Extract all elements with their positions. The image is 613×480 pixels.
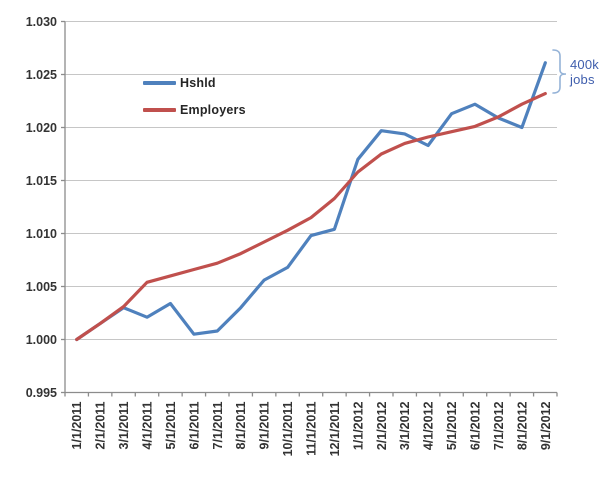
y-axis-label: 1.000 xyxy=(26,333,57,347)
y-axis-label: 1.025 xyxy=(26,68,57,82)
x-axis-label: 2/1/2011 xyxy=(94,401,108,449)
x-axis-label: 11/1/2011 xyxy=(305,401,319,455)
y-axis-label: 1.010 xyxy=(26,227,57,241)
x-axis-label: 4/1/2012 xyxy=(422,401,436,450)
annotation-line-2: jobs xyxy=(570,72,595,87)
series-line-hshld xyxy=(75,61,547,342)
annotation-400k-jobs: 400k jobs xyxy=(570,57,599,87)
y-axis-label: 1.020 xyxy=(26,121,57,135)
x-axis-label: 4/1/2011 xyxy=(141,401,155,449)
y-axis-label: 1.005 xyxy=(26,280,57,294)
x-axis-label: 6/1/2011 xyxy=(187,401,201,449)
employers-line-swatch xyxy=(143,108,176,112)
legend-item-employers: Employers xyxy=(143,102,246,118)
brace-icon xyxy=(552,49,567,94)
series-line-employers xyxy=(75,91,547,342)
x-axis-label: 1/1/2011 xyxy=(70,401,84,449)
x-axis-label: 6/1/2012 xyxy=(469,401,483,450)
x-axis-label: 5/1/2012 xyxy=(445,401,459,450)
x-axis-label: 8/1/2012 xyxy=(515,401,529,450)
brace-path xyxy=(552,49,567,94)
x-axis-label: 10/1/2011 xyxy=(281,401,295,456)
x-axis-label: 3/1/2011 xyxy=(117,401,131,449)
chart-legend: Hshld Employers xyxy=(143,75,246,129)
y-axis-label: 0.995 xyxy=(26,386,57,400)
legend-item-hshld: Hshld xyxy=(143,75,246,91)
x-axis-label: 12/1/2011 xyxy=(328,401,342,456)
x-axis-label: 2/1/2012 xyxy=(375,401,389,450)
x-axis-label: 7/1/2012 xyxy=(492,401,506,450)
x-axis-label: 9/1/2012 xyxy=(539,401,553,450)
x-axis-label: 3/1/2012 xyxy=(398,401,412,450)
hshld-line-swatch xyxy=(143,81,176,85)
y-axis-label: 1.030 xyxy=(26,15,57,29)
legend-label-hshld: Hshld xyxy=(180,76,216,90)
legend-label-employers: Employers xyxy=(180,103,246,117)
x-axis-label: 7/1/2011 xyxy=(211,401,225,449)
y-axis-label: 1.015 xyxy=(26,174,57,188)
x-axis-label: 9/1/2011 xyxy=(258,401,272,449)
x-axis-label: 5/1/2011 xyxy=(164,401,178,449)
x-axis-label: 1/1/2012 xyxy=(351,401,365,450)
annotation-line-1: 400k xyxy=(570,57,599,72)
x-axis-label: 8/1/2011 xyxy=(234,401,248,449)
